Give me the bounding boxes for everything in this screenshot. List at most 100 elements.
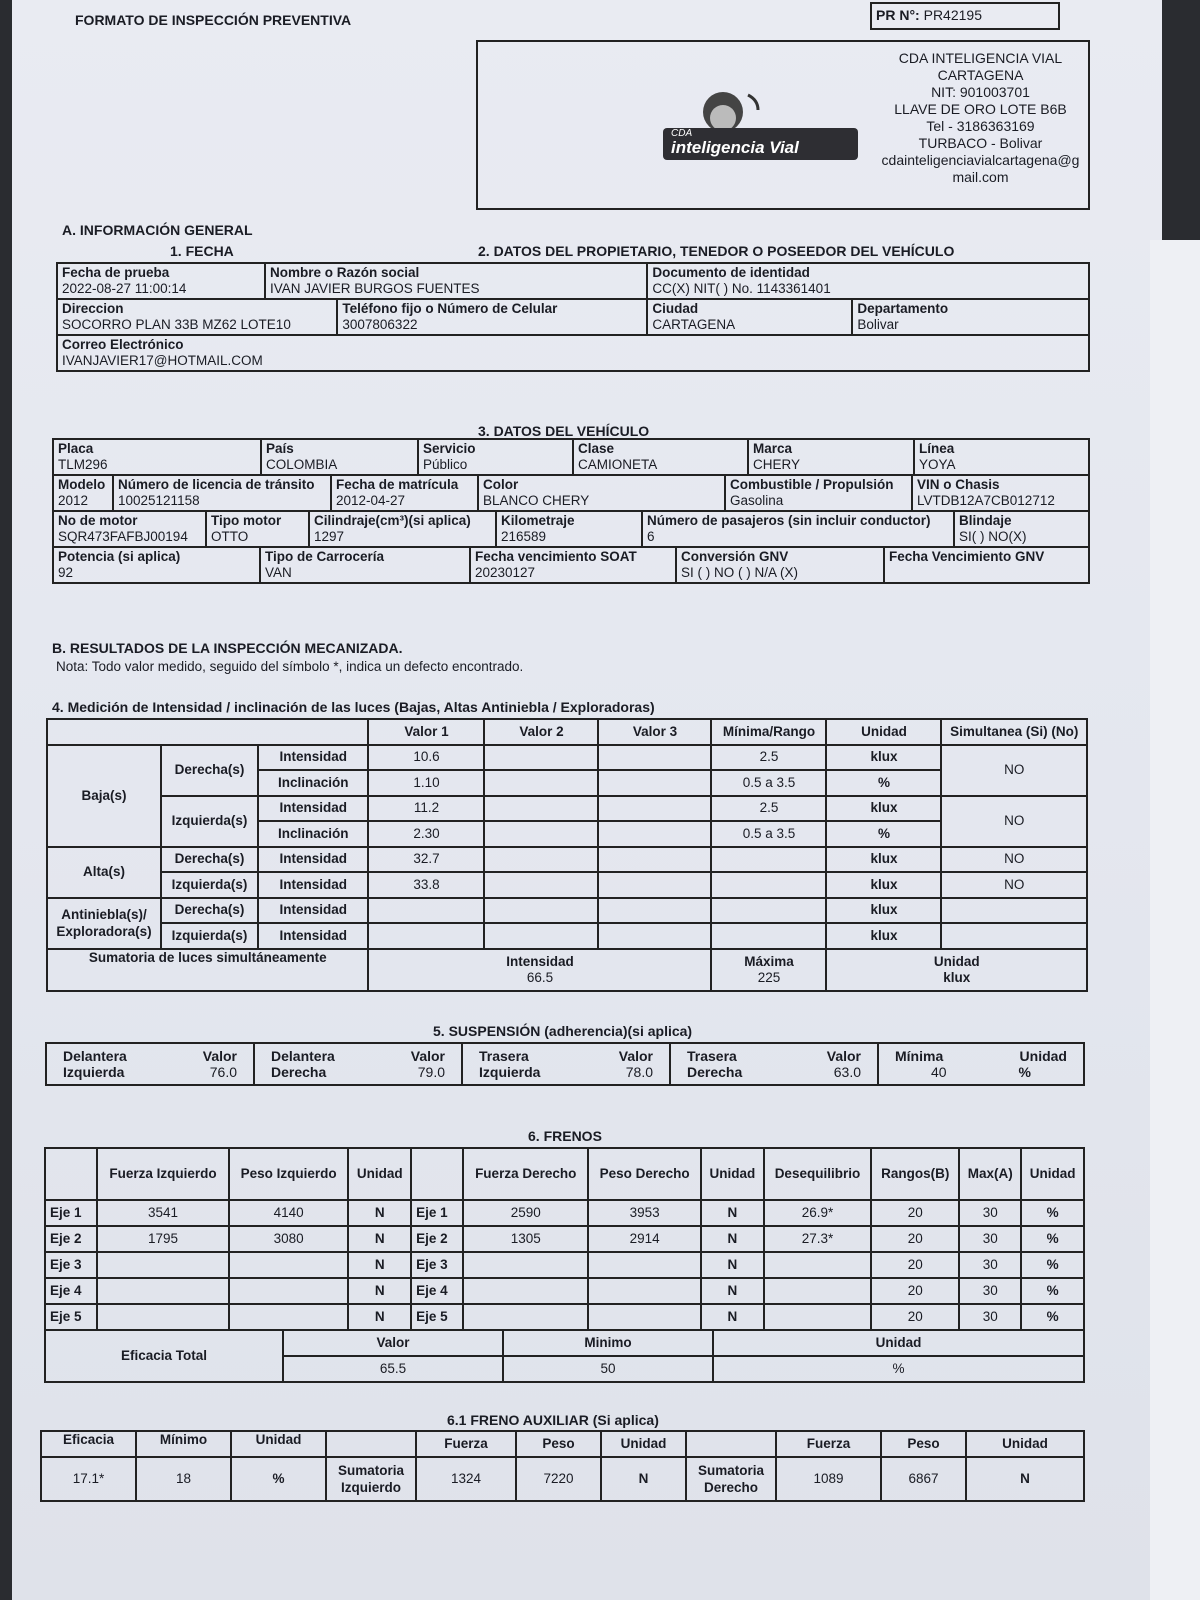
text-aux-peso_label: Peso [880, 1430, 967, 1458]
brake-u3: % [1020, 1199, 1085, 1227]
brake-des: 27.3* [762, 1225, 873, 1253]
brake-pi [227, 1303, 350, 1331]
lights-title: 4. Medición de Intensidad / inclinación … [52, 699, 655, 715]
text-lights-rows-5-unit: klux [825, 871, 943, 899]
company-location: TURBACO - Bolivar [918, 135, 1043, 151]
text-lights-rows-4-v1: 32.7 [367, 845, 486, 873]
results-note: Nota: Todo valor medido, seguido del sím… [56, 659, 524, 674]
header-valor2: Valor 2 [483, 718, 600, 746]
brake-u2: N [699, 1199, 765, 1227]
fecha-prueba-cell: Fecha de prueba 2022-08-27 11:00:14 [56, 262, 266, 300]
brake-u3: % [1020, 1277, 1085, 1305]
text-brakes-rows-2-eje: Eje 3 [44, 1251, 98, 1279]
empty-cell [597, 871, 713, 899]
empty-cell [685, 1430, 777, 1458]
text-lights-rows-0-measure: Intensidad [256, 743, 370, 771]
brake-pd: 3953 [587, 1199, 702, 1227]
empty-cell [483, 845, 600, 873]
brake-fi [96, 1277, 230, 1305]
text-aux-unit_label: Unidad [965, 1430, 1085, 1458]
background-paper [1150, 240, 1200, 1600]
results-title: B. RESULTADOS DE LA INSPECCIÓN MECANIZAD… [52, 640, 403, 656]
vehicle-field: Número de pasajeros (sin incluir conduct… [641, 510, 955, 548]
vehicle-field: Fecha de matrícula 2012-04-27 [330, 474, 479, 512]
text-aux-min_label: Mínimo [135, 1430, 232, 1458]
text-brakes-total-min_label: Minimo [502, 1329, 714, 1357]
documento-cell: Documento de identidad CC(X) NIT( ) No. 1… [646, 262, 1090, 300]
vehicle-row: No de motor SQR473FAFBJ00194 Tipo motor OTT… [52, 510, 1090, 548]
fecha-title: 1. FECHA [170, 243, 234, 259]
vehicle-field: Línea YOYA [913, 438, 1090, 476]
text-suspension-unit_value: % [1018, 1064, 1031, 1080]
field-value: VAN [265, 565, 292, 580]
vehicle-field: País COLOMBIA [260, 438, 419, 476]
brake-pd [587, 1277, 702, 1305]
pr-label: PR N°: [876, 7, 920, 23]
brake-u1: N [347, 1251, 413, 1279]
suspension-title: 5. SUSPENSIÓN (adherencia)(si aplica) [433, 1023, 693, 1039]
baja-der-incl-value: 1.10 [367, 769, 486, 797]
field-value: BLANCO CHERY [483, 493, 590, 508]
group-alta: Alta(s) [46, 845, 162, 899]
field-value: Público [423, 457, 468, 472]
text-aux-right-side: Derecho [703, 1480, 759, 1495]
brake-fd: 2590 [462, 1199, 590, 1227]
empty-cell [710, 896, 828, 924]
vehicle-field: Tipo de Carrocería VAN [259, 546, 471, 584]
brake-eje: Eje 4 [410, 1277, 465, 1305]
text-lights-rows-4-sim: NO [940, 845, 1088, 873]
field-value: 6 [647, 529, 655, 544]
company-logo: CDA inteligencia Vial [663, 90, 858, 160]
text-lights-rows-7-unit: klux [825, 922, 943, 950]
general-info-table: Fecha de prueba 2022-08-27 11:00:14 Nombr… [55, 262, 1090, 372]
text-suspension-items-1-l1: Delantera [271, 1048, 335, 1064]
empty-cell [940, 922, 1088, 950]
ciudad-cell: Ciudad CARTAGENA [646, 298, 854, 336]
text-aux-right-unit: N [965, 1456, 1085, 1502]
brake-des: 26.9* [762, 1199, 873, 1227]
empty-cell [597, 743, 713, 771]
brakes-total-table: Eficacia Total Valor Minimo Unidad 65.5 50% [44, 1329, 1085, 1383]
text-suspension-min_value: 40 [930, 1064, 947, 1080]
vehicle-field: Blindaje SI( ) NO(X) [953, 510, 1090, 548]
vehicle-field: Color BLANCO CHERY [477, 474, 726, 512]
text-general-fields-6-label: Departamento [857, 301, 949, 316]
text-suspension-items-0-vl: Valor [202, 1048, 237, 1064]
eficacia-total-value: 65.5 [282, 1355, 504, 1383]
empty-cell: Sumatoria Izquierdo [325, 1456, 417, 1502]
text-general-fields-7-label: Correo Electrónico [62, 337, 184, 352]
text-suspension-items-3-vl: Valor [826, 1048, 861, 1064]
text-aux-unit_label: Unidad [600, 1430, 687, 1458]
field-label: Tipo motor [211, 513, 282, 528]
brake-fd [462, 1251, 590, 1279]
text-general-fields-2-value: CC(X) NIT( ) No. 1143361401 [652, 281, 831, 296]
brake-u2: N [699, 1251, 765, 1279]
suspension-item: Trasera Valor Derecha 63.0 [669, 1042, 879, 1086]
vehicle-table: Placa TLM296 País COLOMBIA Servicio Público Cl… [52, 438, 1090, 584]
brake-pd [587, 1303, 702, 1331]
text-lights-rows-3-min: 0.5 a 3.5 [710, 820, 828, 848]
empty-cell [367, 922, 486, 950]
company-city: CARTAGENA [937, 67, 1024, 83]
text-lights-rows-2-measure: Intensidad [256, 794, 370, 822]
group-baja: Baja(s) [46, 743, 162, 848]
field-label: Color [483, 477, 519, 492]
section-a-title: A. INFORMACIÓN GENERAL [62, 222, 253, 238]
brake-row: Eje 1 3541 4140 N Eje 1 2590 3953 N 26.9* 20 30% [44, 1199, 1085, 1227]
aux-brake-table: Eficacia Mínimo Unidad Fuerza Peso Unidad Fu… [40, 1430, 1085, 1502]
text-brakes-total-unit_label: Unidad [712, 1329, 1085, 1357]
text-lights-rows-6-measure: Intensidad [256, 896, 370, 924]
field-label: Fecha Vencimiento GNV [889, 549, 1045, 564]
mascot-icon [663, 92, 858, 160]
brake-u2: N [699, 1277, 765, 1305]
empty-cell [597, 896, 713, 924]
empty-cell: Unidad klux [825, 947, 1088, 992]
text-lights-rows-5-measure: Intensidad [256, 871, 370, 899]
brake-header: Peso Izquierdo [227, 1147, 350, 1201]
text-aux-fuerza_label: Fuerza [415, 1430, 517, 1458]
brake-pi: 4140 [227, 1199, 350, 1227]
text-lights-rows-2-v1: 11.2 [367, 794, 486, 822]
correo-cell: Correo Electrónico IVANJAVIER17@HOTMAIL.C… [56, 334, 1090, 372]
text-suspension-items-0-l1: Delantera [63, 1048, 127, 1064]
vehicle-field: Fecha Vencimiento GNV [883, 546, 1090, 584]
